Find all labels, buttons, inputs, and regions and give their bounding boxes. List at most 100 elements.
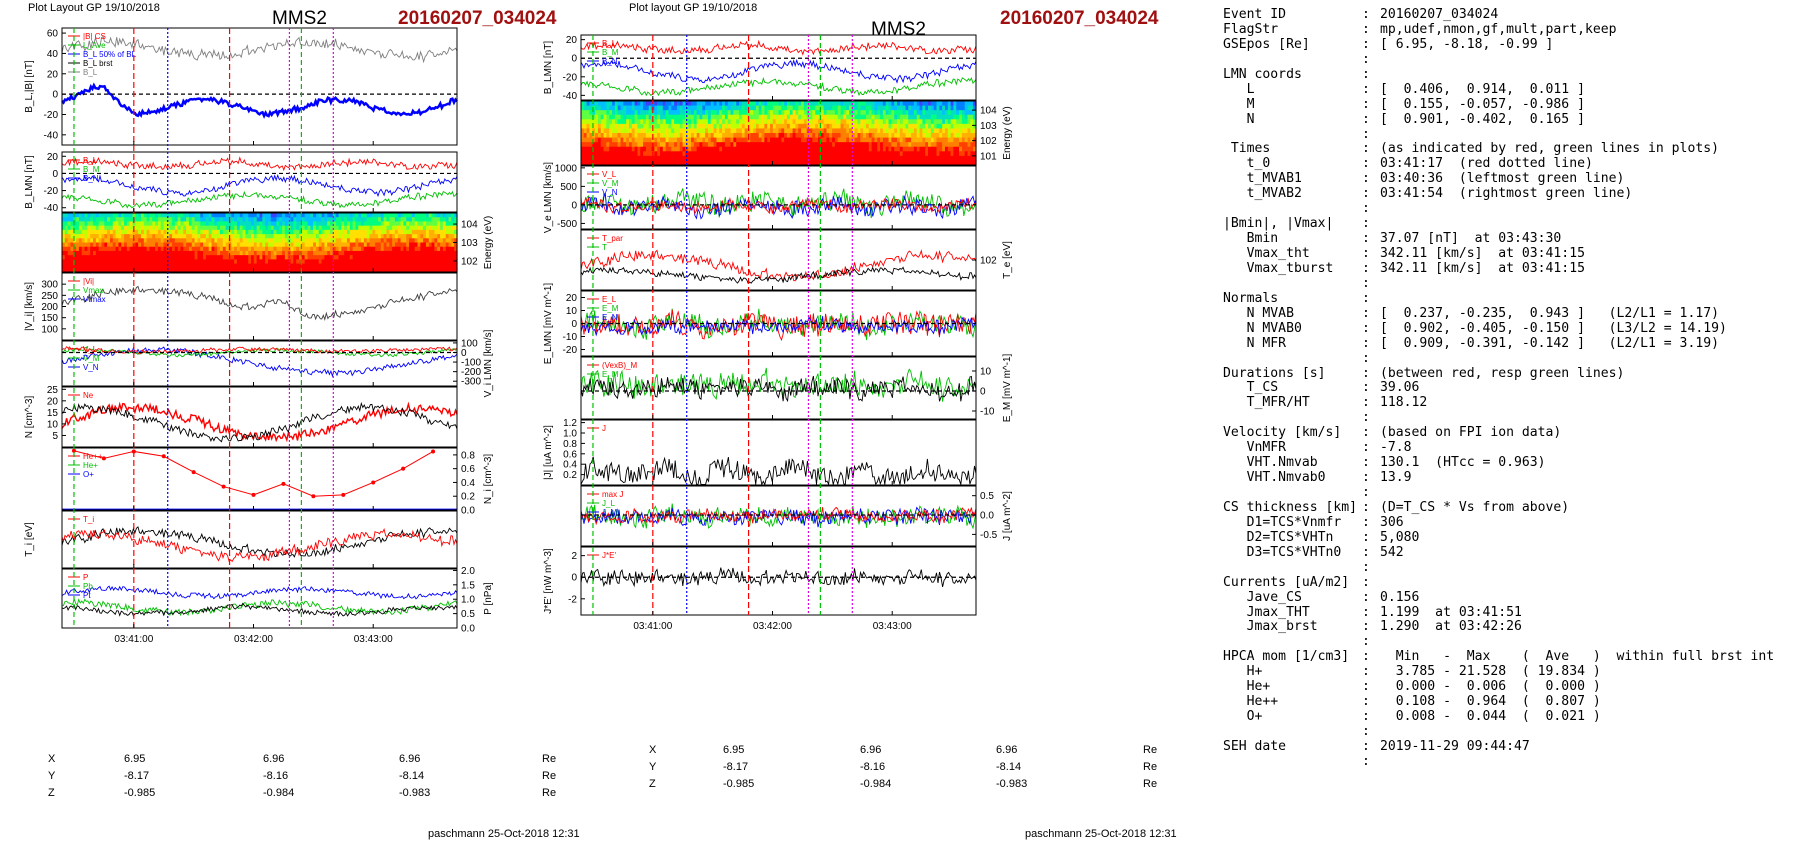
spectrogram-cell [767, 105, 771, 111]
spectrogram-cell [282, 221, 286, 227]
spectrogram-cell [245, 225, 249, 231]
spectrogram-cell [933, 110, 938, 116]
spectrogram-cell [863, 105, 867, 111]
spectrogram-cell [270, 246, 275, 252]
spectrogram-cell [916, 123, 921, 130]
summary-row: GSEpos [Re]:[ 6.95, -8.18, -0.99 ] [1223, 37, 1803, 53]
spectrogram-cell [849, 142, 853, 148]
spectrogram-cell [188, 242, 193, 248]
spectrogram-cell [761, 105, 765, 111]
spectrogram-cell [431, 242, 436, 248]
spectrogram-cell [163, 238, 167, 244]
spectrogram-cell [645, 128, 650, 134]
spectrogram-cell [225, 250, 230, 256]
spectrogram-cell [668, 110, 672, 116]
spectrogram-cell [318, 255, 323, 260]
spectrogram-cell [820, 142, 825, 148]
spectrogram-cell [849, 133, 853, 139]
spectrogram-cell [251, 238, 255, 244]
spectrogram-cell [135, 213, 139, 218]
spectrogram-cell [928, 114, 932, 120]
spectrogram-cell [200, 267, 204, 273]
spectrogram-cell [767, 114, 771, 120]
spectrogram-cell [643, 137, 647, 143]
spectrogram-cell [961, 146, 966, 152]
panel-frame [61, 340, 458, 387]
spectrogram-cell [95, 229, 100, 235]
spectrogram-cell [203, 242, 207, 248]
spectrogram-cell [928, 151, 932, 157]
spectrogram-cell [358, 263, 362, 269]
spectrogram-cell [121, 225, 125, 231]
spectrogram-cell [818, 142, 822, 148]
spectrogram-cell [750, 114, 754, 120]
spectrogram-cell [959, 155, 963, 162]
spectrogram-cell [612, 101, 616, 107]
spectrogram-cell [152, 242, 156, 248]
spectrogram-cell [908, 101, 912, 107]
spectrogram-cell [795, 137, 799, 143]
summary-colon: : [1362, 455, 1370, 471]
spectrogram-cell [722, 155, 726, 162]
spectrogram-cell [916, 128, 921, 134]
spectrogram-cell [84, 242, 88, 248]
spectrogram-cell [425, 263, 430, 269]
spectrogram-cell [925, 133, 929, 139]
spectrogram-cell [62, 259, 66, 265]
spectrogram-cell [888, 119, 892, 125]
y-tick-label: -40 [563, 91, 578, 102]
spectrogram-cell [739, 128, 743, 134]
spectrogram-cell [668, 155, 672, 162]
summary-key: D1=TCS*Vnmfr [1223, 514, 1342, 530]
summary-row: O+: 0.008 - 0.044 ( 0.021 ) [1223, 709, 1803, 725]
spectrogram-cell [205, 263, 210, 269]
summary-value: Min - Max ( Ave ) within full brst int [1380, 649, 1775, 665]
spectrogram-cell [231, 229, 235, 235]
spectrogram-cell [631, 151, 636, 157]
spectrogram-cell [225, 242, 230, 248]
spectrogram-cell [109, 217, 114, 223]
spectrogram-cell [922, 128, 926, 134]
spectrogram-cell [279, 259, 283, 265]
spectrogram-cell [620, 142, 624, 148]
spectrogram-cell [310, 267, 314, 273]
spectrogram-cell [267, 217, 272, 223]
spectrogram-cell [767, 110, 771, 116]
spectrogram-cell [442, 217, 447, 223]
y-tick-label: 104 [461, 220, 478, 231]
spectrogram-cell [386, 263, 390, 269]
spectrogram-cell [177, 234, 182, 239]
spectrogram-cell [730, 142, 734, 148]
spectrogram-cell [310, 221, 314, 227]
spectrogram-cell [267, 213, 272, 218]
spectrogram-cell [152, 229, 156, 235]
spectrogram-cell [911, 114, 915, 120]
spectrogram-cell [786, 160, 791, 166]
spectrogram-cell [964, 128, 969, 134]
spectrogram-cell [372, 217, 376, 223]
spectrogram-cell [908, 123, 912, 130]
spectrogram-cell [815, 160, 819, 166]
spectrogram-cell [440, 238, 444, 244]
spectrogram-cell [152, 263, 156, 269]
spectrogram-cell [778, 133, 782, 139]
spectrogram-cell [795, 155, 799, 162]
spectrogram-cell [375, 217, 379, 223]
spectrogram-cell [865, 110, 870, 116]
spectrogram-cell [908, 146, 912, 152]
spectrogram-cell [930, 137, 935, 143]
spectrogram-cell [809, 128, 813, 134]
spectrogram-cell [818, 133, 822, 139]
spectrogram-cell [194, 217, 199, 223]
spectrogram-cell [928, 110, 932, 116]
spectrogram-cell [710, 151, 715, 157]
spectrogram-cell [369, 255, 373, 260]
spectrogram-cell [913, 128, 918, 134]
spectrogram-cell [225, 234, 230, 239]
spectrogram-cell [947, 146, 952, 152]
spectrogram-cell [685, 123, 689, 130]
spectrogram-cell [211, 234, 215, 239]
y-axis-label: Energy (eV) [483, 216, 494, 269]
spectrogram-cell [772, 133, 777, 139]
spectrogram-cell [208, 234, 213, 239]
